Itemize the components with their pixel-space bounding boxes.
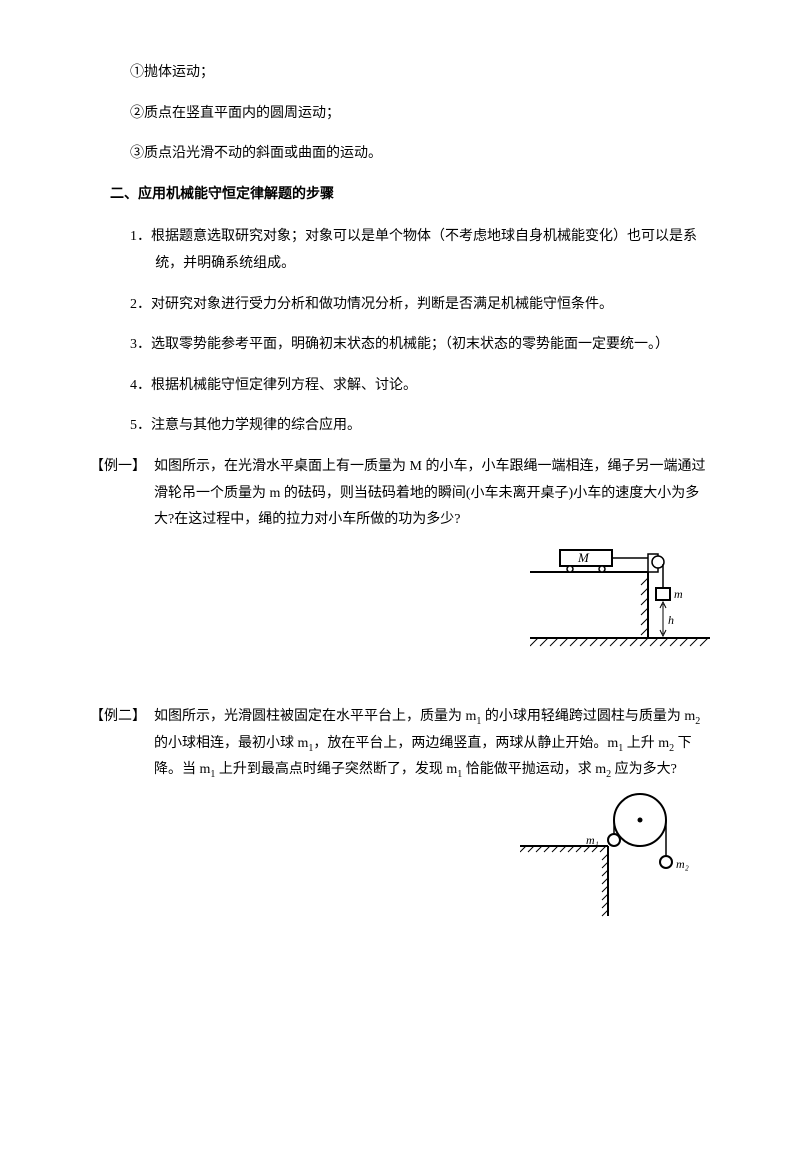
label-m: m: [674, 587, 683, 601]
step-4: 4．根据机械能守恒定律列方程、求解、讨论。: [130, 373, 710, 400]
example-1: 【例一】 如图所示，在光滑水平桌面上有一质量为 M 的小车，小车跟绳一端相连，绳…: [90, 454, 710, 534]
label-m2: m₂: [676, 857, 689, 871]
step-1: 1．根据题意选取研究对象；对象可以是单个物体（不考虑地球自身机械能变化）也可以是…: [130, 224, 710, 277]
example-1-tag: 【例一】: [90, 454, 154, 481]
label-h: h: [668, 613, 674, 627]
step-2: 2．对研究对象进行受力分析和做功情况分析，判断是否满足机械能守恒条件。: [130, 292, 710, 319]
example-2: 【例二】 如图所示，光滑圆柱被固定在水平平台上，质量为 m1 的小球用轻绳跨过圆…: [90, 704, 710, 784]
example-1-body: 如图所示，在光滑水平桌面上有一质量为 M 的小车，小车跟绳一端相连，绳子另一端通…: [154, 454, 710, 534]
intro-item-3: ③质点沿光滑不动的斜面或曲面的运动。: [130, 141, 710, 168]
step-3: 3．选取零势能参考平面，明确初末状态的机械能；（初末状态的零势能面一定要统一。）: [130, 332, 710, 359]
step-5: 5．注意与其他力学规律的综合应用。: [130, 413, 710, 440]
section-2-heading: 二、应用机械能守恒定律解题的步骤: [110, 182, 710, 209]
label-M: M: [577, 550, 590, 565]
figure-1-row: M m h: [90, 544, 710, 654]
intro-item-1: ①抛体运动；: [130, 60, 710, 87]
label-m1: m₁: [586, 833, 599, 847]
example-2-body: 如图所示，光滑圆柱被固定在水平平台上，质量为 m1 的小球用轻绳跨过圆柱与质量为…: [154, 704, 710, 784]
figure-2: m₁ m₂: [520, 788, 710, 918]
figure-1: M m h: [530, 544, 710, 654]
example-2-tag: 【例二】: [90, 704, 154, 731]
figure-2-row: m₁ m₂: [90, 788, 710, 918]
page: ①抛体运动； ②质点在竖直平面内的圆周运动； ③质点沿光滑不动的斜面或曲面的运动…: [0, 0, 800, 998]
intro-item-2: ②质点在竖直平面内的圆周运动；: [130, 101, 710, 128]
